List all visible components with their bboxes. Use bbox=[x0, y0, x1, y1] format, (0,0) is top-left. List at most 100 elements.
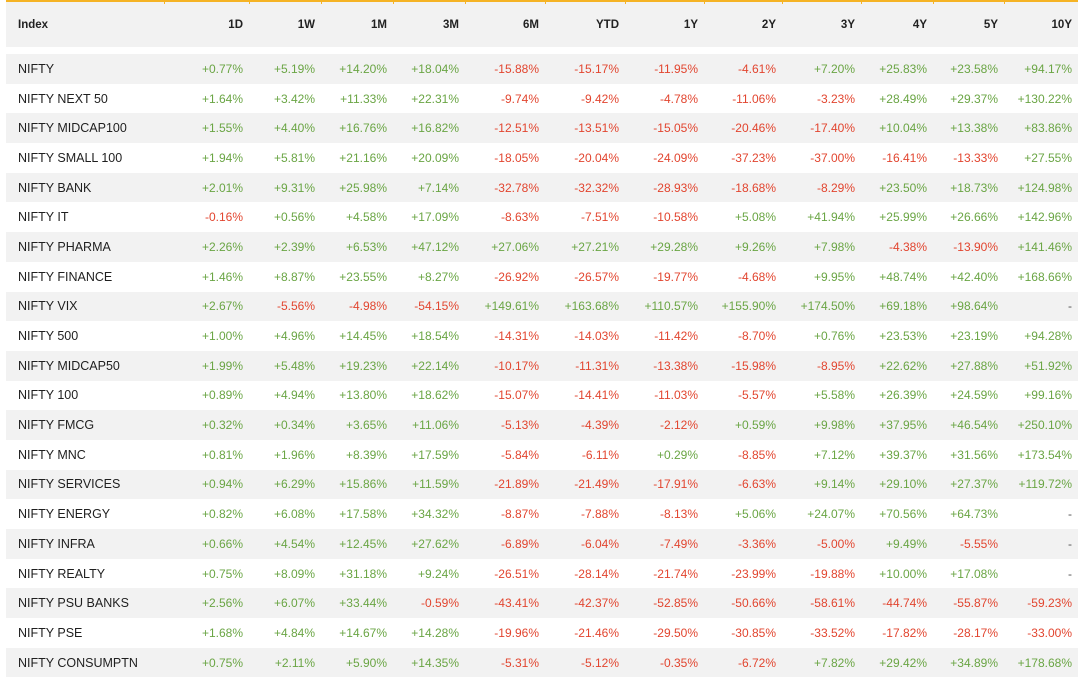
index-name[interactable]: NIFTY VIX bbox=[18, 299, 78, 314]
return-cell-3y: +24.07% bbox=[807, 507, 855, 522]
column-header-10y[interactable]: 10Y bbox=[1051, 18, 1072, 31]
return-cell-4y: +23.53% bbox=[879, 329, 927, 344]
return-cell-3y: -58.61% bbox=[810, 596, 855, 611]
column-header-1d[interactable]: 1D bbox=[228, 18, 243, 31]
index-name[interactable]: NIFTY SERVICES bbox=[18, 477, 121, 492]
table-row[interactable]: NIFTY MNC +0.81% +1.96% +8.39% +17.59% -5.84%… bbox=[6, 439, 1078, 470]
index-name[interactable]: NIFTY 500 bbox=[18, 329, 79, 344]
column-header-3m[interactable]: 3M bbox=[443, 18, 459, 31]
table-row[interactable]: NIFTY FMCG +0.32% +0.34% +3.65% +11.06% -5.13… bbox=[6, 410, 1078, 440]
index-name[interactable]: NIFTY MIDCAP100 bbox=[18, 121, 127, 136]
column-header-1y[interactable]: 1Y bbox=[683, 18, 698, 31]
return-cell-2y: +0.59% bbox=[734, 418, 776, 433]
table-row[interactable]: NIFTY MIDCAP100 +1.55% +4.40% +16.76% +16.82… bbox=[6, 113, 1078, 144]
column-header-4y[interactable]: 4Y bbox=[912, 18, 927, 31]
return-cell-3m: +14.35% bbox=[411, 655, 459, 670]
column-header-3y[interactable]: 3Y bbox=[840, 18, 855, 31]
index-name[interactable]: NIFTY FMCG bbox=[18, 418, 95, 433]
return-cell-3m: +17.09% bbox=[411, 210, 459, 225]
index-name[interactable]: NIFTY BANK bbox=[18, 180, 92, 195]
table-row[interactable]: NIFTY FINANCE +1.46% +8.87% +23.55% +8.27% -2… bbox=[6, 261, 1078, 292]
table-row[interactable]: NIFTY NEXT 50 +1.64% +3.42% +11.33% +22.31% -… bbox=[6, 83, 1078, 114]
return-cell-3m: +11.06% bbox=[412, 418, 459, 433]
return-cell-3y: -3.23% bbox=[816, 91, 855, 106]
table-row[interactable]: NIFTY INFRA +0.66% +4.54% +12.45% +27.62% -6.… bbox=[6, 529, 1078, 559]
return-cell-3y: -33.52% bbox=[810, 625, 855, 640]
table-row[interactable]: NIFTY MIDCAP50 +1.99% +5.48% +19.23% +22.14%… bbox=[6, 350, 1078, 381]
return-cell-1w: +4.54% bbox=[273, 536, 315, 551]
return-cell-4y: +23.50% bbox=[879, 180, 927, 195]
table-row[interactable]: NIFTY 500 +1.00% +4.96% +14.45% +18.54% -14.3… bbox=[6, 321, 1078, 351]
return-cell-2y: -4.61% bbox=[737, 61, 776, 76]
index-name[interactable]: NIFTY 100 bbox=[18, 388, 79, 403]
index-name[interactable]: NIFTY PSU BANKS bbox=[18, 596, 129, 611]
index-name[interactable]: NIFTY MIDCAP50 bbox=[18, 358, 120, 373]
table-row[interactable]: NIFTY PSE +1.68% +4.84% +14.67% +14.28% -19.9… bbox=[6, 618, 1078, 648]
column-header-index[interactable]: Index bbox=[18, 18, 49, 31]
return-cell-1w: -5.56% bbox=[276, 299, 315, 314]
return-cell-5y: +64.73% bbox=[950, 507, 998, 522]
return-cell-ytd: -21.46% bbox=[574, 625, 619, 640]
index-name[interactable]: NIFTY INFRA bbox=[18, 536, 95, 551]
return-cell-2y: +5.06% bbox=[734, 507, 776, 522]
table-row[interactable]: NIFTY ENERGY +0.82% +6.08% +17.58% +34.32% -8… bbox=[6, 499, 1078, 529]
index-name[interactable]: NIFTY bbox=[18, 61, 55, 76]
return-cell-10y: +168.66% bbox=[1017, 269, 1072, 284]
return-cell-3m: +34.32% bbox=[411, 507, 459, 522]
return-cell-ytd: +27.21% bbox=[571, 239, 619, 254]
return-cell-5y: +24.59% bbox=[950, 388, 998, 403]
return-cell-3y: -8.95% bbox=[816, 358, 855, 373]
return-cell-ytd: -32.32% bbox=[574, 180, 619, 195]
column-header-2y[interactable]: 2Y bbox=[761, 18, 776, 31]
return-cell-5y: +27.37% bbox=[950, 477, 998, 492]
return-cell-1m: +11.33% bbox=[340, 91, 387, 106]
return-cell-6m: -14.31% bbox=[494, 329, 539, 344]
return-cell-1w: +1.96% bbox=[273, 447, 315, 462]
column-header-6m[interactable]: 6M bbox=[523, 18, 539, 31]
index-name[interactable]: NIFTY SMALL 100 bbox=[18, 150, 123, 165]
table-row[interactable]: NIFTY IT -0.16% +0.56% +4.58% +17.09% -8.63% -… bbox=[6, 202, 1078, 233]
return-cell-6m: -43.41% bbox=[494, 596, 539, 611]
column-header-5y[interactable]: 5Y bbox=[983, 18, 998, 31]
index-name[interactable]: NIFTY PHARMA bbox=[18, 239, 111, 254]
return-cell-1y: -2.12% bbox=[659, 418, 698, 433]
column-header-ytd[interactable]: YTD bbox=[596, 18, 619, 31]
return-cell-3y: +5.58% bbox=[813, 388, 855, 403]
return-cell-5y: -55.87% bbox=[953, 596, 998, 611]
table-row[interactable]: NIFTY SMALL 100 +1.94% +5.81% +21.16% +20.09… bbox=[6, 143, 1078, 173]
table-row[interactable]: NIFTY CONSUMPTN +0.75% +2.11% +5.90% +14.35%… bbox=[6, 647, 1078, 677]
return-cell-1w: +4.84% bbox=[273, 625, 315, 640]
table-row[interactable]: NIFTY SERVICES +0.94% +6.29% +15.86% +11.59%… bbox=[6, 469, 1078, 500]
table-row[interactable]: NIFTY PHARMA +2.26% +2.39% +6.53% +47.12% +27… bbox=[6, 232, 1078, 262]
return-cell-4y: +29.10% bbox=[879, 477, 927, 492]
index-name[interactable]: NIFTY IT bbox=[18, 210, 69, 225]
return-cell-3m: +22.14% bbox=[411, 358, 459, 373]
index-name[interactable]: NIFTY PSE bbox=[18, 625, 83, 640]
return-cell-1w: +0.34% bbox=[273, 418, 315, 433]
return-cell-1d: +1.46% bbox=[201, 269, 243, 284]
return-cell-1m: +23.55% bbox=[339, 269, 387, 284]
index-name[interactable]: NIFTY NEXT 50 bbox=[18, 91, 108, 106]
return-cell-6m: -9.74% bbox=[500, 91, 539, 106]
table-row[interactable]: NIFTY +0.77% +5.19% +14.20% +18.04% -15.88% -1… bbox=[6, 54, 1078, 84]
return-cell-4y: +29.42% bbox=[879, 655, 927, 670]
index-name[interactable]: NIFTY REALTY bbox=[18, 566, 106, 581]
index-name[interactable]: NIFTY MNC bbox=[18, 447, 86, 462]
return-cell-1y: -24.09% bbox=[653, 150, 698, 165]
index-name[interactable]: NIFTY ENERGY bbox=[18, 507, 111, 522]
table-row[interactable]: NIFTY REALTY +0.75% +8.09% +31.18% +9.24% -26… bbox=[6, 558, 1078, 589]
column-header-1m[interactable]: 1M bbox=[371, 18, 387, 31]
table-row[interactable]: NIFTY PSU BANKS +2.56% +6.07% +33.44% -0.59%… bbox=[6, 588, 1078, 619]
table-row[interactable]: NIFTY 100 +0.89% +4.94% +13.80% +18.62% -15.0… bbox=[6, 380, 1078, 411]
return-cell-1w: +3.42% bbox=[273, 91, 315, 106]
column-header-1w[interactable]: 1W bbox=[297, 18, 315, 31]
return-cell-3m: +17.59% bbox=[411, 447, 459, 462]
index-name[interactable]: NIFTY CONSUMPTN bbox=[18, 655, 138, 670]
return-cell-6m: -12.51% bbox=[494, 121, 539, 136]
table-row[interactable]: NIFTY BANK +2.01% +9.31% +25.98% +7.14% -32.7… bbox=[6, 172, 1078, 203]
return-cell-3m: +47.12% bbox=[411, 239, 459, 254]
table-row[interactable]: NIFTY VIX +2.67% -5.56% -4.98% -54.15% +149.6… bbox=[6, 291, 1078, 322]
index-name[interactable]: NIFTY FINANCE bbox=[18, 269, 113, 284]
return-cell-1w: +5.19% bbox=[273, 61, 315, 76]
return-cell-3y: +41.94% bbox=[807, 210, 855, 225]
